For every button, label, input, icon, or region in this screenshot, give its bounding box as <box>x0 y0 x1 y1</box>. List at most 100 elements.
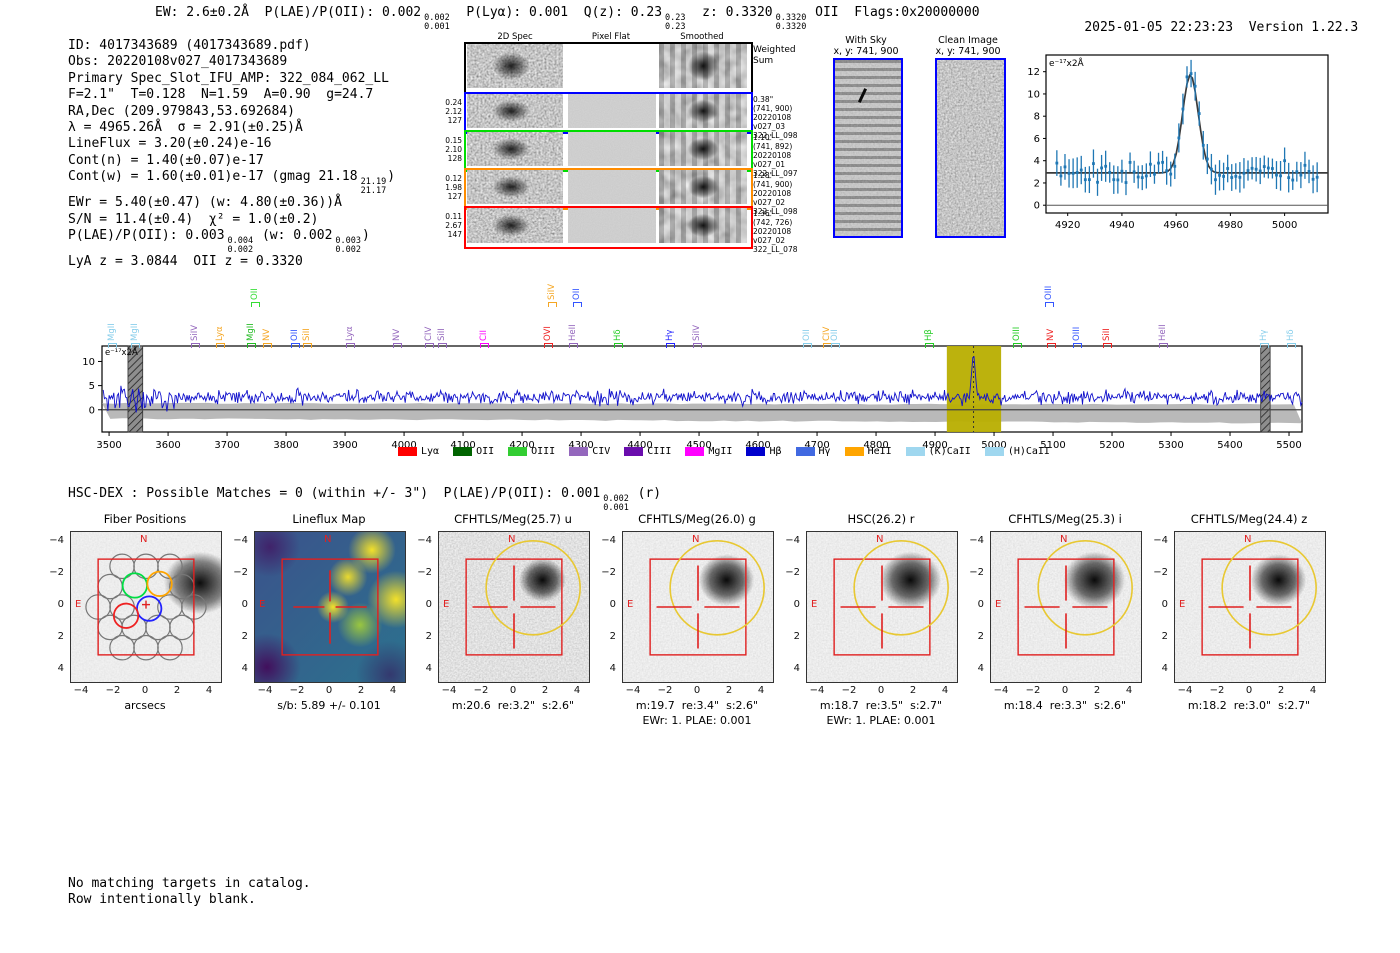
info-line: F=2.1" T=0.128 N=1.59 A=0.90 g=24.7 <box>68 87 374 103</box>
fiber-circles-svg <box>85 553 207 661</box>
panel-title: CFHTLS/Meg(25.7) u <box>454 512 572 526</box>
compass-north-label: N <box>1060 534 1068 545</box>
line-marker-bracket <box>392 343 402 348</box>
panel-image-cutout <box>806 531 958 683</box>
lineflux-heatmap <box>255 532 405 682</box>
compass-east-label: E <box>627 599 634 610</box>
spec2d-signal-blob <box>467 44 563 88</box>
svg-text:4500: 4500 <box>686 440 711 448</box>
svg-text:5000: 5000 <box>981 440 1006 448</box>
line-marker-label: SiII <box>302 328 313 341</box>
svg-text:0: 0 <box>89 405 95 416</box>
legend-swatch <box>984 447 1004 456</box>
x-tick-label: 0 <box>693 685 701 696</box>
panel-image-cutout <box>1174 531 1326 683</box>
line-marker-label: CIV <box>423 326 434 341</box>
svg-text:4920: 4920 <box>1055 220 1080 231</box>
svg-text:4940: 4940 <box>1109 220 1134 231</box>
sky-panel-title: With Sky <box>845 35 887 46</box>
line-fit-plot: 0 2 4 6 8 10 12 4920 4940 4960 4980 5000 e⁻¹⁷x2Å <box>1013 45 1348 239</box>
svg-text:6: 6 <box>1034 134 1040 145</box>
spec2d-signal-blob <box>467 208 563 243</box>
y-tick-label: 0 <box>241 599 248 610</box>
x-tick-label: 4 <box>389 685 397 696</box>
svg-text:3500: 3500 <box>96 440 121 448</box>
svg-text:4200: 4200 <box>509 440 534 448</box>
info-line: S/N = 11.4(±0.4) χ² = 1.0(±0.2) <box>68 211 319 227</box>
sky-panel-image-clean <box>935 58 1006 238</box>
panel-title: Lineflux Map <box>292 512 366 526</box>
line-marker-label: OII <box>571 288 582 300</box>
x-tick-label: 0 <box>509 685 517 696</box>
panel-caption: m:19.7 re:3.4" s:2.6" <box>635 699 759 712</box>
spec2d-signal-blob <box>467 94 563 128</box>
info-line: RA,Dec (209.979843,53.692684) <box>68 103 295 119</box>
svg-text:5: 5 <box>89 381 95 392</box>
line-marker-bracket <box>547 302 557 307</box>
y-tick-label: −4 <box>785 535 800 546</box>
sky-panel-image-withsky <box>833 58 903 238</box>
info-line: P(LAE)/P(OII): 0.003 0.004 0.002 (w: 0.002… <box>68 228 370 255</box>
legend-swatch <box>844 447 864 456</box>
y-tick-label: 4 <box>609 663 616 674</box>
panel-title: Fiber Positions <box>103 512 187 526</box>
y-tick-label: 0 <box>425 599 432 610</box>
spec2d-row-left-label: 0.15 2.10 128 <box>445 136 462 163</box>
x-tick-label: −2 <box>473 685 489 696</box>
panel-caption: m:18.4 re:3.3" s:2.6" <box>1003 699 1127 712</box>
x-tick-label: −4 <box>993 685 1009 696</box>
x-tick-label: 4 <box>757 685 765 696</box>
x-tick-label: 0 <box>325 685 333 696</box>
line-marker-bracket <box>803 343 812 348</box>
line-marker-label: Lyα <box>214 326 225 341</box>
smoothed-signal-blob <box>659 170 747 204</box>
svg-text:4: 4 <box>1034 156 1040 167</box>
spec2d-image-2dspec <box>467 132 563 166</box>
legend-swatch <box>398 447 417 456</box>
cutout-galaxy-blob <box>807 532 957 682</box>
legend-item: Hβ <box>746 446 782 457</box>
spec2d-signal-blob <box>467 132 563 166</box>
svg-text:4800: 4800 <box>863 440 888 448</box>
line-marker-label: OII <box>802 329 812 341</box>
info-line: LyA z = 3.0844 OII z = 0.3320 <box>68 254 303 270</box>
spec2d-row-right-label: 1.36" (742, 726) 20220108 v027_02 322_LL_078 <box>753 209 798 254</box>
line-marker-label: HeII <box>1157 324 1168 341</box>
hscdex-match-line: HSC-DEX : Possible Matches = 0 (within +… <box>68 486 662 513</box>
line-marker-bracket <box>108 343 118 348</box>
line-marker-bracket <box>250 302 260 307</box>
panel-title: HSC(26.2) r <box>847 512 915 526</box>
y-tick-label: 2 <box>241 631 248 642</box>
y-tick-label: 4 <box>1161 663 1168 674</box>
pixelflat-noise <box>568 94 656 128</box>
line-marker-label: OIII <box>1043 285 1054 300</box>
line-marker-label: HeII <box>567 324 578 341</box>
line-marker-label: Hγ <box>1258 329 1269 341</box>
sky-panel-title: Clean Image <box>938 35 998 46</box>
compass-east-label: E <box>259 599 266 610</box>
legend-swatch <box>795 447 815 456</box>
line-marker-bracket <box>131 343 141 348</box>
x-tick-label: −2 <box>105 685 121 696</box>
line-marker-bracket <box>303 343 313 348</box>
x-tick-label: 2 <box>1093 685 1101 696</box>
line-marker-bracket <box>480 343 490 348</box>
compass-north-label: N <box>692 534 700 545</box>
y-tick-label: 4 <box>793 663 800 674</box>
line-marker-label: OII <box>249 288 260 300</box>
y-tick-label: −2 <box>417 567 432 578</box>
compass-east-label: E <box>811 599 818 610</box>
y-tick-label: 2 <box>793 631 800 642</box>
y-tick-label: 0 <box>1161 599 1168 610</box>
line-marker-label: NV <box>391 328 402 341</box>
legend-item: (K)CaII <box>905 446 971 457</box>
x-tick-label: 2 <box>541 685 549 696</box>
svg-text:10: 10 <box>82 357 95 368</box>
info-line: Cont(n) = 1.40(±0.07)e-17 <box>68 152 264 168</box>
y-tick-label: 2 <box>977 631 984 642</box>
spec2d-row-right-label: 0.38" (741, 900) 20220108 v027_03 322_LL_098 <box>753 95 798 140</box>
svg-text:5500: 5500 <box>1276 440 1301 448</box>
spec2d-col-header: 2D Spec <box>497 32 533 42</box>
panel-caption: arcsecs <box>124 699 166 712</box>
x-tick-label: 0 <box>141 685 149 696</box>
